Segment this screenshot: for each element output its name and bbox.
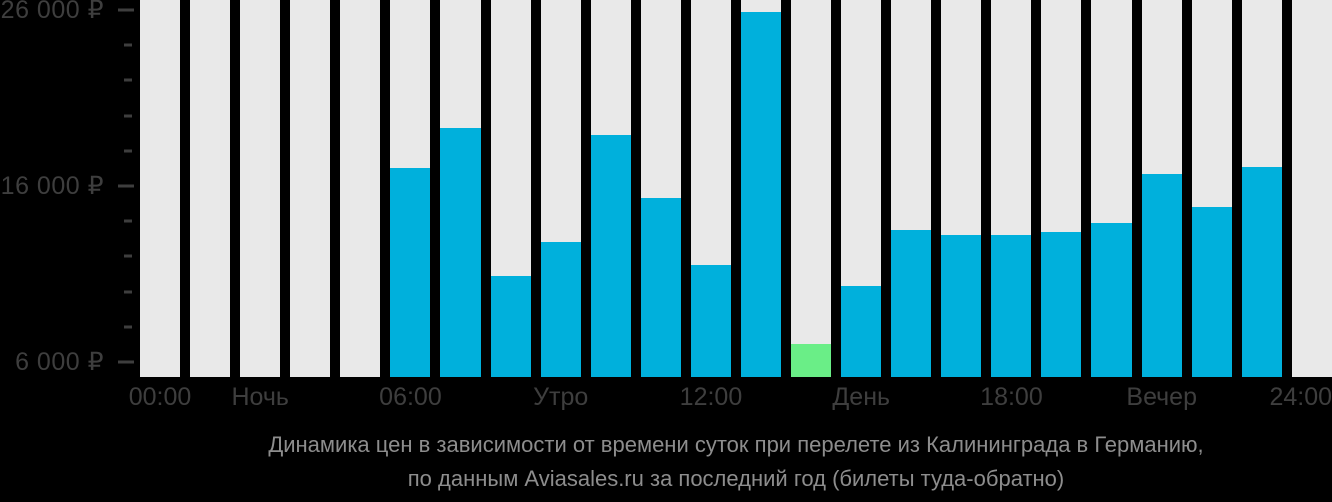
y-minor-tick (124, 149, 132, 153)
plot-area (140, 0, 1332, 377)
price-bar (390, 168, 431, 377)
x-axis: 00:00 Ночь 06:00 Утро 12:00 День 18:00 Вечер 24:… (129, 383, 1332, 412)
bar-slot[interactable] (941, 0, 982, 377)
price-bar (1241, 166, 1282, 377)
x-axis-label: 00:00 (128, 383, 192, 411)
price-bar (690, 265, 731, 377)
y-minor-tick (124, 78, 132, 82)
y-minor-tick (124, 290, 132, 294)
x-axis-label: Вечер (1126, 383, 1197, 411)
bar-slot[interactable] (791, 0, 832, 377)
bar-slot[interactable] (590, 0, 631, 377)
bar-slot[interactable] (490, 0, 531, 377)
y-minor-tick (124, 219, 132, 223)
price-bar (941, 235, 982, 377)
bar-slot[interactable] (540, 0, 581, 377)
price-bar (640, 198, 681, 377)
y-major-tick (118, 360, 134, 364)
x-axis-label: Утро (533, 383, 589, 411)
bar-slot[interactable] (991, 0, 1032, 377)
y-minor-tick (124, 43, 132, 47)
bar-slot[interactable] (1091, 0, 1132, 377)
bar-slot[interactable] (891, 0, 932, 377)
price-bar (841, 286, 882, 377)
x-axis-label: 18:00 (980, 383, 1043, 411)
bar-slot[interactable] (1041, 0, 1082, 377)
bar-slot[interactable] (740, 0, 782, 377)
bar-slot[interactable] (841, 0, 882, 377)
y-axis: 26 000 ₽ 16 000 ₽ 6 000 ₽ (0, 0, 140, 377)
y-minor-tick (124, 114, 132, 118)
price-bar (540, 242, 581, 377)
bar-slot[interactable] (340, 0, 381, 377)
price-bar (740, 11, 782, 377)
bar-slot[interactable] (690, 0, 731, 377)
price-bar (1141, 173, 1182, 377)
bar-slot[interactable] (190, 0, 231, 377)
price-bar (891, 230, 932, 377)
price-bar (1191, 207, 1232, 377)
bar-slot[interactable] (1291, 0, 1332, 377)
caption-line-subtitle: по данным Aviasales.ru за последний год … (407, 466, 1065, 491)
min-price-bar (791, 344, 832, 377)
bar-slot[interactable] (1141, 0, 1182, 377)
y-minor-tick (124, 325, 132, 329)
x-axis-label: Ночь (231, 383, 289, 411)
bar-slot[interactable] (390, 0, 431, 377)
bar-slot[interactable] (240, 0, 281, 377)
x-axis-label: День (832, 383, 891, 411)
price-bar (440, 127, 481, 377)
bar-slot[interactable] (1241, 0, 1282, 377)
y-tick-label: 6 000 ₽ (15, 348, 104, 377)
price-bar (1091, 223, 1132, 377)
price-bar (490, 275, 531, 377)
y-major-tick (118, 8, 134, 12)
y-tick-label: 16 000 ₽ (0, 172, 104, 201)
y-major-tick (118, 184, 134, 188)
x-axis-label: 12:00 (679, 383, 743, 411)
chart-caption: Динамика цен в зависимости от времени су… (140, 428, 1332, 496)
price-bar (590, 135, 631, 377)
y-minor-tick (124, 254, 132, 258)
price-bar (991, 235, 1032, 377)
bar-slot[interactable] (290, 0, 331, 377)
y-tick-label: 26 000 ₽ (0, 0, 104, 25)
price-bar (1041, 231, 1082, 377)
caption-line-title: Динамика цен в зависимости от времени су… (268, 432, 1204, 457)
x-axis-label: 24:00 (1269, 383, 1332, 411)
bar-slot[interactable] (1191, 0, 1232, 377)
bar-slot[interactable] (140, 0, 181, 377)
bar-slot[interactable] (640, 0, 681, 377)
bar-slot[interactable] (440, 0, 481, 377)
x-axis-label: 06:00 (379, 383, 442, 411)
